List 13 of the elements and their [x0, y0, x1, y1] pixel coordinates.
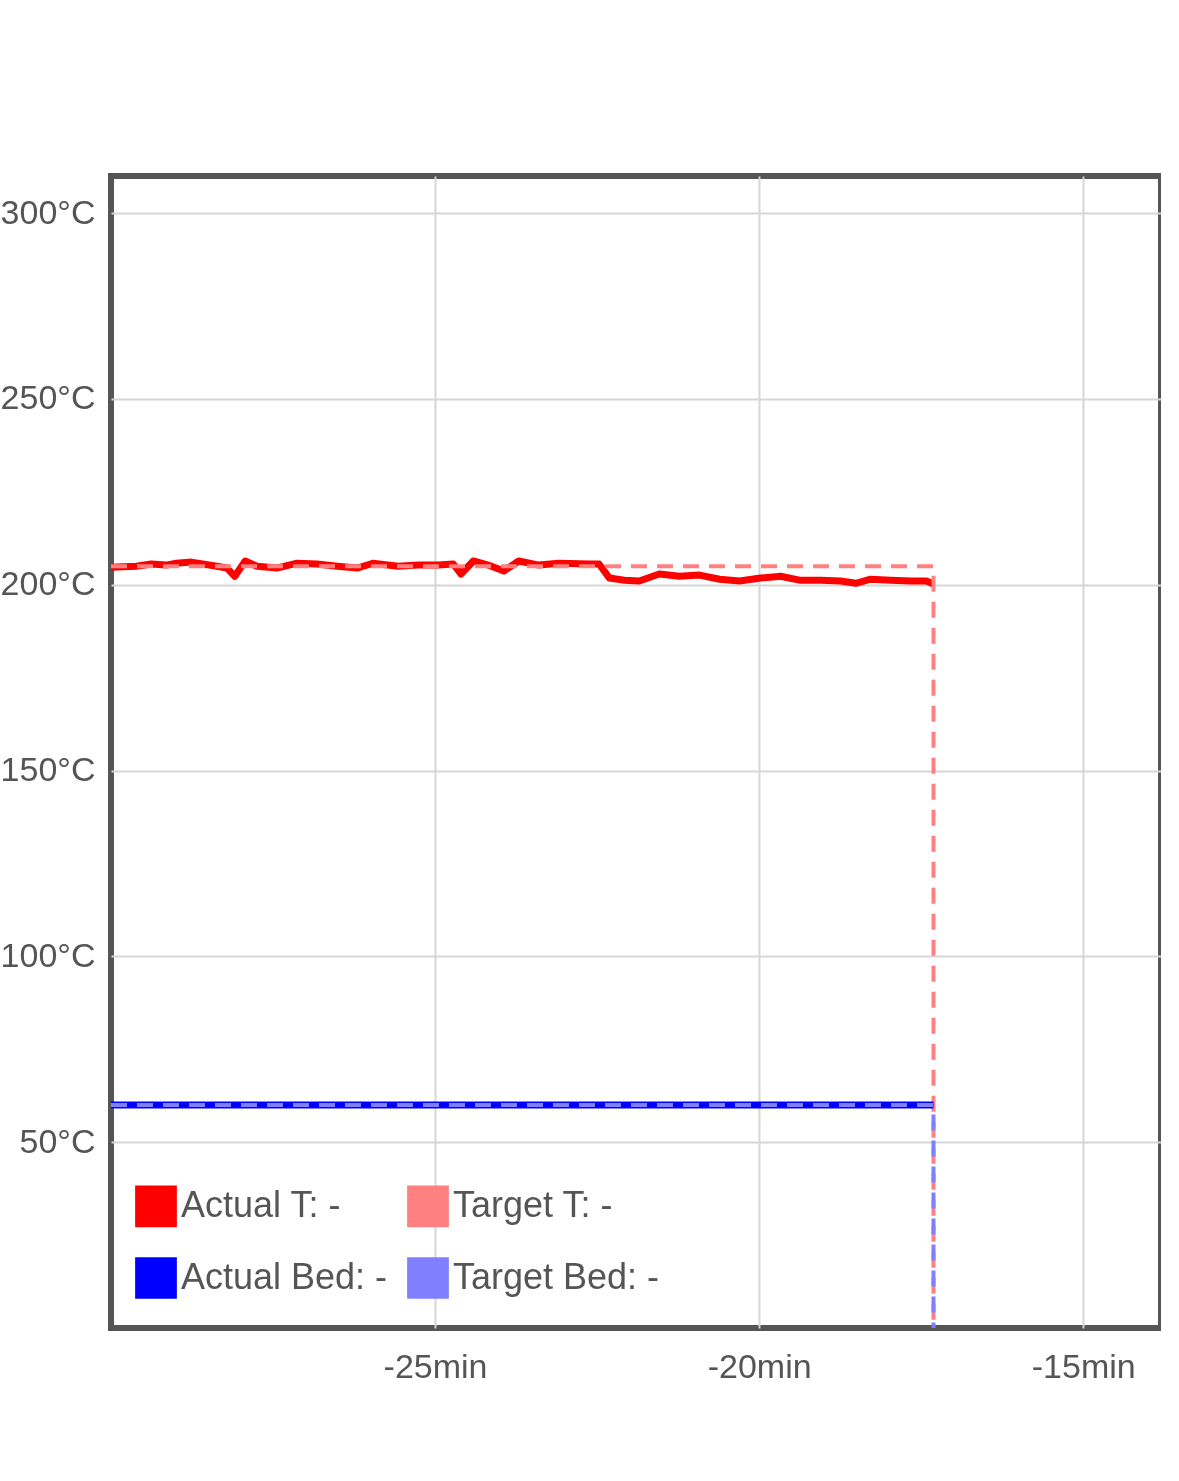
y-tick-label: 100°C	[0, 935, 96, 974]
legend-label: Target Bed: -	[453, 1256, 660, 1297]
y-tick-label: 150°C	[0, 750, 96, 789]
legend-label: Target T: -	[453, 1184, 613, 1226]
y-tick-label: 300°C	[0, 192, 96, 231]
x-tick-label: -15min	[1031, 1346, 1136, 1385]
legend-label: Actual T: -	[181, 1184, 341, 1226]
y-tick-label: 250°C	[0, 378, 96, 417]
x-tick-label: -20min	[707, 1346, 812, 1385]
legend-label: Actual Bed: -	[181, 1256, 388, 1297]
y-tick-label: 50°C	[19, 1121, 96, 1160]
x-tick-label: -25min	[383, 1346, 488, 1385]
y-tick-label: 200°C	[0, 564, 96, 603]
